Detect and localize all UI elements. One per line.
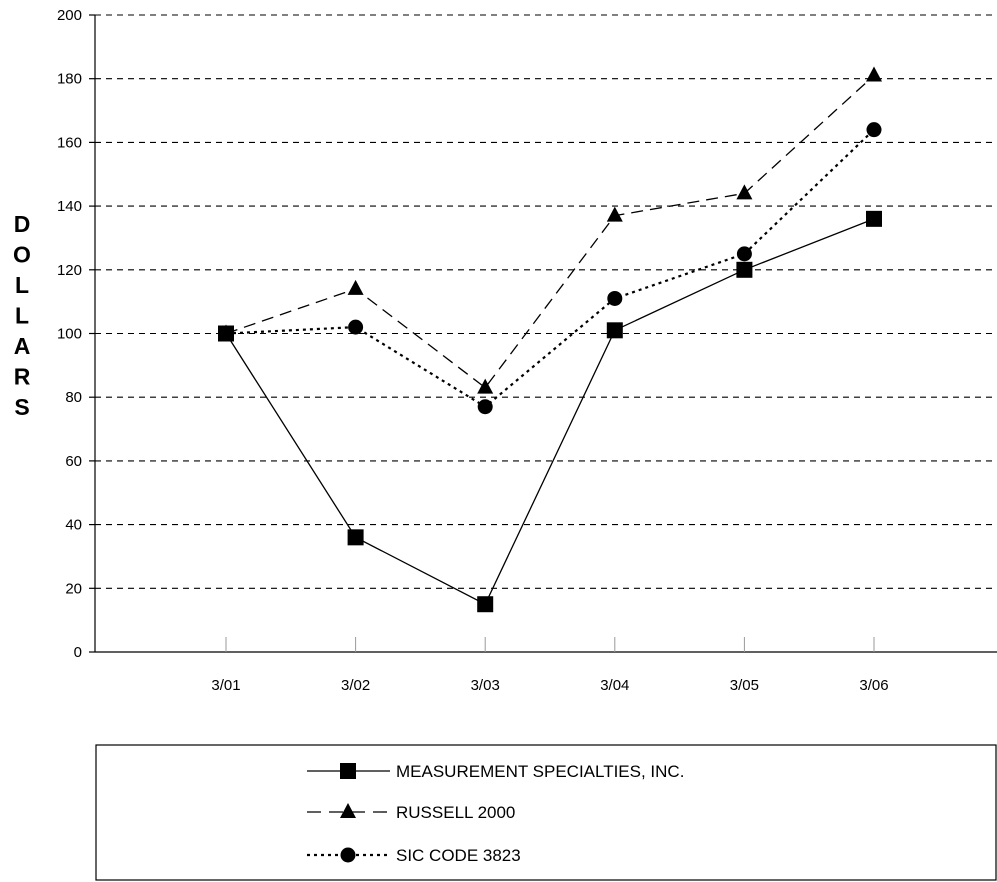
y-tick-label: 0 xyxy=(74,644,82,661)
x-ticks: 3/01 3/02 3/03 3/04 3/05 3/06 xyxy=(211,637,889,694)
series-line xyxy=(225,75,875,389)
marker-square-point xyxy=(736,261,753,278)
x-tick-label: 3/06 xyxy=(859,677,888,694)
marker-triangle-point xyxy=(866,66,882,82)
marker-circle-point xyxy=(477,399,493,415)
marker-square-point xyxy=(606,322,623,339)
marker-square-point xyxy=(347,529,364,546)
x-tick-label: 3/03 xyxy=(471,677,500,694)
series-2 xyxy=(218,122,882,415)
legend-label: RUSSELL 2000 xyxy=(396,803,515,822)
y-tick-label: 140 xyxy=(57,198,82,215)
marker-circle-legend xyxy=(340,847,356,863)
legend-entry: MEASUREMENT SPECIALTIES, INC. xyxy=(307,762,684,781)
x-tick-label: 3/04 xyxy=(600,677,629,694)
marker-square-point xyxy=(218,325,234,342)
legend-box xyxy=(95,744,997,881)
marker-circle-point xyxy=(607,290,623,306)
legend-label: SIC CODE 3823 xyxy=(396,846,521,865)
marker-square-point xyxy=(477,596,494,613)
series-line xyxy=(225,218,875,606)
marker-triangle-point xyxy=(606,206,623,222)
y-tick-label: 40 xyxy=(65,517,82,534)
series-0 xyxy=(218,210,882,613)
y-tick-label: 100 xyxy=(57,326,82,343)
series-1 xyxy=(218,66,882,394)
x-tick-label: 3/05 xyxy=(730,677,759,694)
marker-triangle-point xyxy=(347,279,364,295)
y-ticks: 0 20 40 60 80 100 120 140 160 180 200 xyxy=(57,7,95,661)
x-tick-label: 3/01 xyxy=(211,677,240,694)
marker-triangle-point xyxy=(477,378,494,394)
y-tick-label: 20 xyxy=(65,580,82,597)
marker-square-point xyxy=(866,210,882,227)
y-tick-label: 200 xyxy=(57,7,82,24)
legend-entry: RUSSELL 2000 xyxy=(307,803,515,822)
marker-triangle-point xyxy=(736,184,753,200)
y-tick-label: 80 xyxy=(65,389,82,406)
gridlines xyxy=(95,14,997,589)
marker-triangle-legend xyxy=(340,803,356,818)
marker-square-legend xyxy=(340,763,356,779)
series-line xyxy=(225,128,875,409)
legend-entry: SIC CODE 3823 xyxy=(307,846,521,865)
y-tick-label: 180 xyxy=(57,71,82,88)
y-tick-label: 60 xyxy=(65,453,82,470)
marker-circle-point xyxy=(736,246,752,262)
y-tick-label: 160 xyxy=(57,134,82,151)
marker-circle-point xyxy=(866,122,882,138)
y-tick-label: 120 xyxy=(57,262,82,279)
legend: MEASUREMENT SPECIALTIES, INC. RUSSELL 200… xyxy=(95,744,997,881)
marker-circle-point xyxy=(348,319,364,335)
legend-label: MEASUREMENT SPECIALTIES, INC. xyxy=(396,762,684,781)
x-tick-label: 3/02 xyxy=(341,677,370,694)
series-layer xyxy=(218,66,882,613)
